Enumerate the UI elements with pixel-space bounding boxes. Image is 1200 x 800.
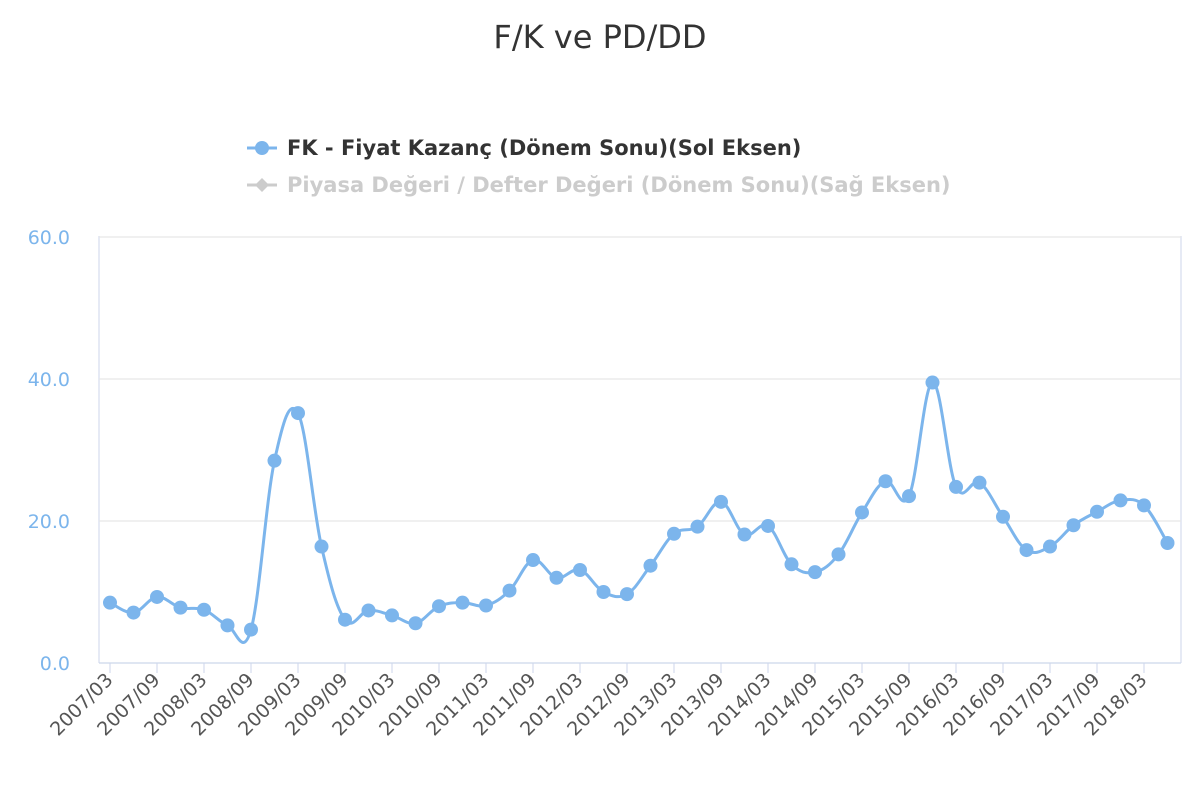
- legend-marker-pd-dd-diamond: [255, 178, 269, 192]
- data-point[interactable]: [432, 599, 446, 614]
- data-point[interactable]: [361, 603, 376, 618]
- series-line-fk: [108, 381, 1169, 644]
- data-point[interactable]: [173, 600, 188, 615]
- data-point[interactable]: [291, 406, 305, 421]
- data-point[interactable]: [455, 595, 470, 610]
- data-point[interactable]: [220, 618, 235, 633]
- y-tick-label: 60.0: [28, 227, 70, 249]
- data-point[interactable]: [1043, 539, 1057, 554]
- y-tick-label: 40.0: [28, 369, 70, 391]
- data-point[interactable]: [690, 519, 705, 534]
- gridlines: [99, 236, 1181, 522]
- legend-marker-fk: [255, 141, 269, 155]
- data-point[interactable]: [667, 526, 681, 541]
- data-point[interactable]: [643, 558, 658, 573]
- data-point[interactable]: [126, 605, 141, 620]
- y-axis-ticks: 0.0 20.0 40.0 60.0: [28, 227, 70, 675]
- data-point[interactable]: [338, 612, 352, 627]
- data-point[interactable]: [573, 562, 587, 577]
- y-tick-label: 20.0: [28, 511, 70, 533]
- data-point[interactable]: [1113, 493, 1128, 508]
- data-point[interactable]: [878, 474, 893, 489]
- data-point[interactable]: [1160, 536, 1175, 551]
- data-point[interactable]: [408, 616, 423, 631]
- data-point[interactable]: [761, 518, 775, 533]
- data-point[interactable]: [197, 602, 211, 617]
- data-point[interactable]: [479, 598, 493, 613]
- data-point[interactable]: [1137, 498, 1151, 513]
- data-point[interactable]: [385, 608, 399, 623]
- data-point[interactable]: [244, 622, 258, 637]
- data-point[interactable]: [502, 583, 517, 598]
- data-point[interactable]: [150, 589, 164, 604]
- data-point[interactable]: [1090, 504, 1104, 519]
- plot-area: [98, 236, 1182, 663]
- data-point[interactable]: [831, 547, 846, 562]
- data-point[interactable]: [314, 539, 329, 554]
- data-point[interactable]: [855, 505, 869, 520]
- data-point[interactable]: [103, 595, 117, 610]
- data-point[interactable]: [1066, 518, 1081, 533]
- data-point[interactable]: [526, 553, 540, 568]
- legend-label-pd-dd[interactable]: Piyasa Değeri / Defter Değeri (Dönem Son…: [287, 173, 951, 197]
- data-point[interactable]: [972, 475, 987, 490]
- y-tick-label: 0.0: [40, 653, 70, 675]
- data-point[interactable]: [714, 494, 728, 509]
- data-point[interactable]: [784, 557, 799, 572]
- legend-item-pd-dd[interactable]: Piyasa Değeri / Defter Değeri (Dönem Son…: [247, 173, 951, 197]
- data-point[interactable]: [902, 489, 916, 504]
- series-fk: [103, 375, 1175, 644]
- x-axis: 2007/032007/092008/032008/092009/032009/…: [46, 662, 1181, 740]
- legend-item-fk[interactable]: FK - Fiyat Kazanç (Dönem Sonu)(Sol Eksen…: [247, 136, 801, 160]
- data-point[interactable]: [620, 587, 634, 602]
- data-point[interactable]: [949, 479, 963, 494]
- data-point[interactable]: [267, 453, 282, 468]
- data-point[interactable]: [925, 375, 940, 390]
- legend[interactable]: FK - Fiyat Kazanç (Dönem Sonu)(Sol Eksen…: [247, 136, 951, 197]
- data-point[interactable]: [1019, 543, 1034, 558]
- legend-label-fk[interactable]: FK - Fiyat Kazanç (Dönem Sonu)(Sol Eksen…: [287, 136, 801, 160]
- data-point[interactable]: [808, 565, 822, 580]
- data-point[interactable]: [549, 570, 564, 585]
- data-point[interactable]: [737, 527, 752, 542]
- data-point[interactable]: [996, 509, 1010, 524]
- chart-title: F/K ve PD/DD: [493, 18, 706, 56]
- data-point[interactable]: [596, 585, 611, 599]
